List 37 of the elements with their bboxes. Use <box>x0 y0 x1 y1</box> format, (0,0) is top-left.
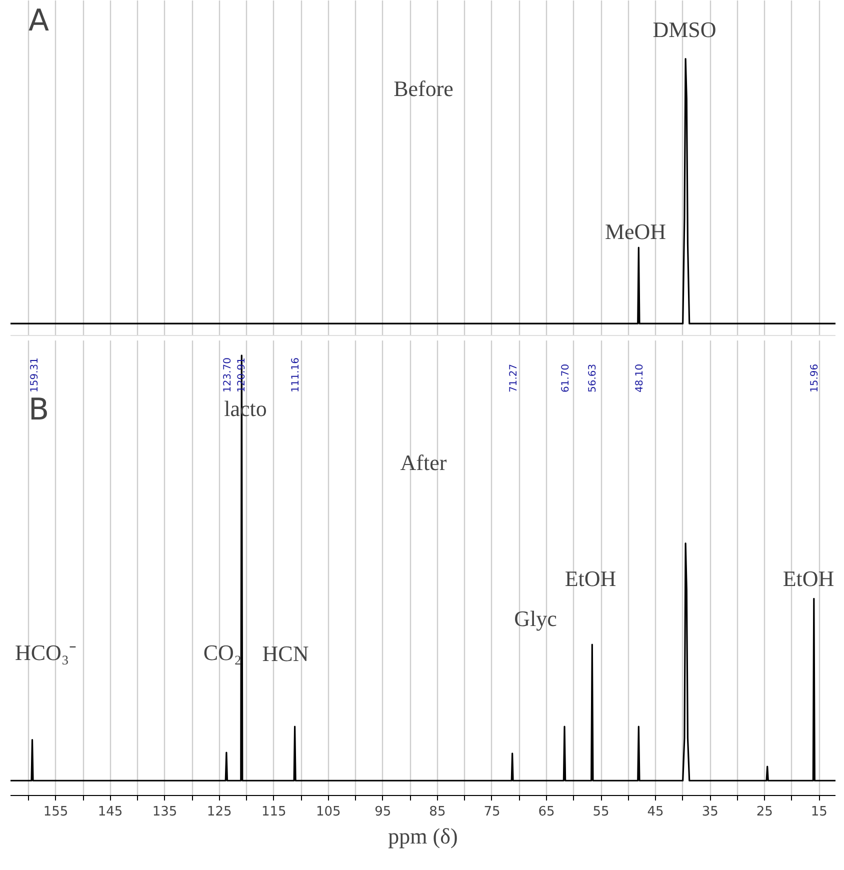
x-tick-label: 125 <box>206 804 232 820</box>
annotation: After <box>400 450 448 475</box>
annotation: Glyc <box>514 606 558 631</box>
text: A <box>28 4 50 38</box>
annotation: 61.70 <box>560 364 572 392</box>
annotation: CO₂ <box>203 640 242 665</box>
x-tick-label: 85 <box>429 804 446 820</box>
annotation: 120.91 <box>236 358 248 392</box>
x-axis-title: ppm (δ) <box>388 824 458 848</box>
text: DMSO <box>652 17 716 42</box>
annotation: 48.10 <box>634 364 646 392</box>
x-tick-label: 105 <box>316 804 341 820</box>
x-tick-label: 25 <box>756 804 773 820</box>
x-tick-label: 15 <box>810 804 828 820</box>
annotation: EtOH <box>564 566 616 591</box>
annotation: HCO₃⁻ <box>14 640 76 665</box>
annotation: 111.16 <box>290 358 302 392</box>
annotation: B <box>28 392 50 428</box>
annotation: HCN <box>262 641 309 666</box>
x-tick-label: 45 <box>647 804 664 820</box>
annotation: 123.70 <box>222 358 234 392</box>
annotation: 15.96 <box>810 364 820 392</box>
x-tick-label: 35 <box>702 804 718 820</box>
x-tick-label: 65 <box>538 804 555 820</box>
annotation: Before <box>394 76 454 101</box>
annotation: 159.31 <box>30 358 40 392</box>
annotation: 56.63 <box>588 364 598 392</box>
x-tick-label: 135 <box>152 804 178 820</box>
x-tick-label: 145 <box>98 804 123 820</box>
x-tick-label: 75 <box>484 804 500 820</box>
x-tick-label: 115 <box>261 804 286 820</box>
annotation: MeOH <box>604 219 666 244</box>
x-tick-label: 55 <box>592 804 610 820</box>
annotation: 71.27 <box>508 364 520 392</box>
x-tick-label: 155 <box>43 804 68 820</box>
x-tick-label: 95 <box>374 804 392 820</box>
annotation: EtOH <box>782 566 834 591</box>
